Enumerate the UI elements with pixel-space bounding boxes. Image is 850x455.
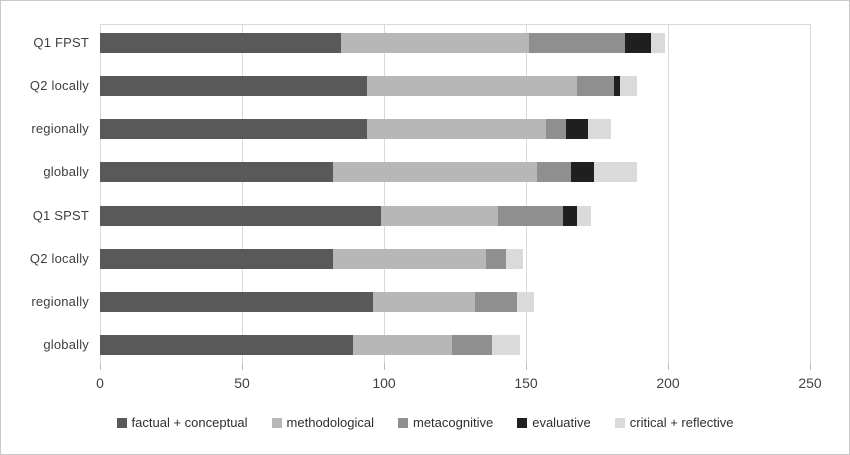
legend-swatch-icon — [614, 417, 625, 428]
legend-label: critical + reflective — [629, 415, 734, 430]
category-label: regionally — [31, 293, 89, 309]
bar-segment-metacognitive — [545, 119, 566, 140]
category-label: Q2 locally — [29, 78, 89, 94]
gridline-0 — [100, 24, 101, 363]
bar-segment-factual-conceptual — [100, 205, 382, 226]
bar-segment-methodological — [352, 335, 453, 356]
stacked-bar-row — [100, 33, 666, 53]
category-label: Q1 SPST — [32, 207, 89, 223]
legend-label: factual + conceptual — [131, 415, 248, 430]
bar-segment-evaluative — [571, 162, 595, 183]
x-tick-label: 150 — [514, 375, 538, 391]
bar-segment-methodological — [366, 76, 578, 97]
legend-label: methodological — [286, 415, 374, 430]
bar-segment-factual-conceptual — [100, 291, 373, 312]
legend-item: methodological — [271, 415, 374, 430]
gridline-100 — [384, 24, 385, 363]
category-label: Q2 locally — [29, 250, 89, 266]
stacked-bar-row — [100, 76, 637, 97]
legend-item: factual + conceptual — [116, 415, 248, 430]
stacked-bar-row — [100, 291, 535, 312]
legend-label: metacognitive — [413, 415, 494, 430]
bar-segment-critical-reflective — [588, 119, 612, 140]
bar-segment-methodological — [381, 205, 498, 226]
stacked-bar-row — [100, 205, 592, 226]
legend-item: critical + reflective — [614, 415, 734, 430]
legend-label: evaluative — [532, 415, 591, 430]
bar-segment-factual-conceptual — [100, 162, 333, 183]
bar-segment-metacognitive — [486, 248, 507, 269]
bar-segment-factual-conceptual — [100, 76, 367, 97]
legend-item: metacognitive — [398, 415, 493, 430]
legend-swatch-icon — [398, 417, 408, 428]
x-tick-label: 0 — [96, 375, 104, 391]
gridline-200 — [668, 24, 669, 363]
bar-segment-metacognitive — [577, 76, 615, 97]
gridline-150 — [526, 24, 527, 363]
bar-segment-methodological — [341, 33, 529, 53]
axis-tick-250 — [810, 363, 811, 370]
legend-swatch-icon — [271, 417, 282, 428]
bar-segment-evaluative — [614, 76, 620, 97]
category-label: globally — [43, 164, 89, 180]
legend-item: evaluative — [517, 415, 591, 430]
bar-segment-factual-conceptual — [100, 33, 342, 53]
bar-segment-critical-reflective — [650, 33, 666, 53]
bar-segment-methodological — [332, 248, 487, 269]
bar-segment-metacognitive — [474, 291, 518, 312]
axis-tick-150 — [526, 363, 527, 370]
bar-segment-metacognitive — [452, 335, 492, 356]
axis-tick-50 — [242, 363, 243, 370]
stacked-bar-row — [100, 335, 521, 356]
bar-segment-evaluative — [562, 205, 578, 226]
bar-segment-factual-conceptual — [100, 119, 367, 140]
axis-tick-200 — [668, 363, 669, 370]
bar-segment-critical-reflective — [491, 335, 521, 356]
bar-segment-metacognitive — [537, 162, 572, 183]
bar-segment-evaluative — [625, 33, 651, 53]
category-label: globally — [43, 337, 89, 353]
category-label: Q1 FPST — [33, 35, 89, 50]
stacked-bar-row — [100, 119, 612, 140]
legend: factual + conceptual methodological metaco… — [1, 415, 849, 430]
plot-area-top-border — [100, 24, 811, 25]
bar-segment-methodological — [332, 162, 538, 183]
gridline-50 — [242, 24, 243, 363]
axis-tick-100 — [384, 363, 385, 370]
category-label: regionally — [31, 121, 89, 137]
x-tick-label: 250 — [798, 375, 822, 391]
x-tick-label: 200 — [656, 375, 680, 391]
legend-swatch-icon — [517, 417, 528, 428]
axis-tick-0 — [100, 363, 101, 370]
bar-segment-critical-reflective — [619, 76, 637, 97]
legend-swatch-icon — [116, 417, 127, 428]
stacked-bar-row — [100, 248, 524, 269]
bar-segment-critical-reflective — [506, 248, 524, 269]
bar-segment-metacognitive — [497, 205, 563, 226]
x-tick-label: 50 — [234, 375, 250, 391]
bar-segment-critical-reflective — [517, 291, 535, 312]
bar-segment-evaluative — [565, 119, 589, 140]
x-tick-label: 100 — [372, 375, 396, 391]
bar-segment-factual-conceptual — [100, 248, 333, 269]
bar-segment-methodological — [372, 291, 475, 312]
bar-segment-critical-reflective — [577, 205, 592, 226]
bar-segment-factual-conceptual — [100, 335, 353, 356]
gridline-250 — [810, 24, 811, 363]
stacked-bar-row — [100, 162, 637, 183]
bar-segment-metacognitive — [528, 33, 626, 53]
bar-segment-methodological — [366, 119, 546, 140]
bar-segment-critical-reflective — [594, 162, 637, 183]
